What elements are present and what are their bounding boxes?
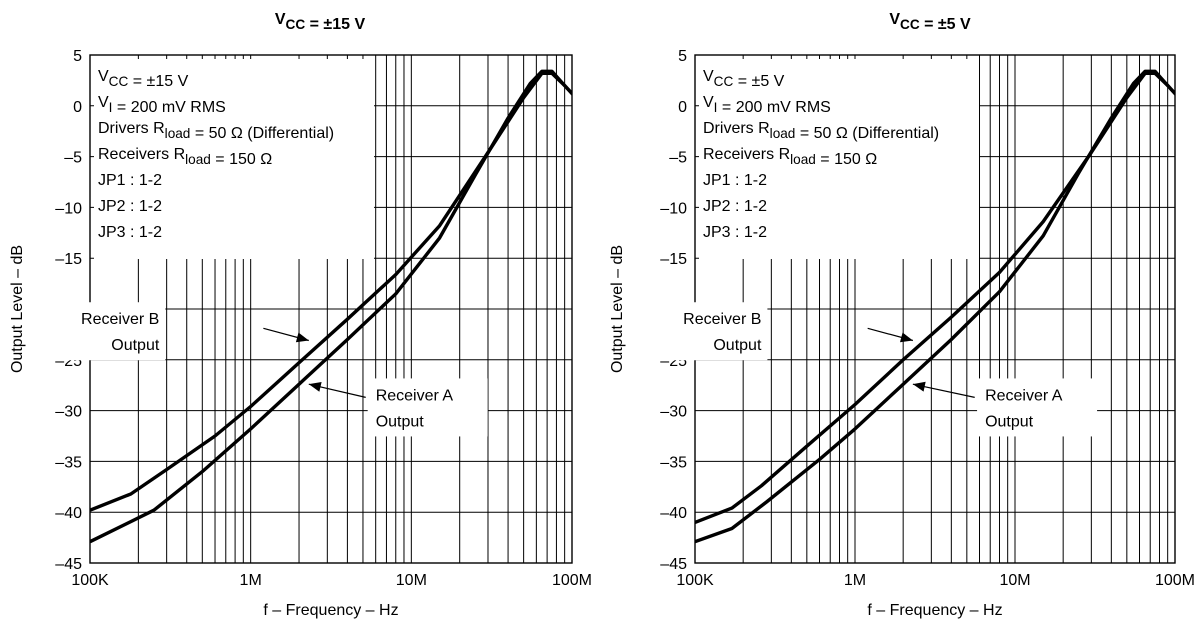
condition-line: VCC = ±5 V [703,68,785,90]
y-tick-label: 0 [73,99,82,116]
receiver-a-output-line [90,69,572,544]
callout-arrow-head [899,332,913,343]
chart-title: VCC = ±15 V [275,11,366,33]
callout-arrow-head [308,382,322,392]
y-tick-labels: 50–5–10–15–20–25–30–35–40–45 [660,48,687,573]
condition-line: Drivers Rload = 50 Ω (Differential) [98,120,334,142]
x-axis-label: f – Frequency – Hz [867,602,1002,619]
receiver-b-output-line [90,71,572,512]
y-tick-label: 5 [73,48,82,65]
y-tick-label: –5 [669,150,687,167]
x-tick-labels: 100K 1M 10M 100M [676,572,1195,589]
condition-line: JP1 : 1-2 [703,172,767,189]
condition-line: JP1 : 1-2 [98,172,162,189]
y-tick-label: –40 [660,505,687,522]
callout-background [45,302,166,361]
callout-label: Receiver B [81,311,159,328]
x-tick-label: 1M [844,572,866,589]
x-tick-label: 100M [1155,572,1195,589]
condition-line: JP3 : 1-2 [98,224,162,241]
x-tick-label: 100K [676,572,714,589]
y-tick-label: 0 [678,99,687,116]
y-tick-label: –5 [64,150,82,167]
callout-arrow-head [912,381,926,392]
chart-panel-vcc-15: VCC = ±15 V50–5–10–15–20–25–30–35–40–451… [0,0,598,626]
callout-background [367,378,488,437]
series-lines [90,69,572,544]
x-tick-label: 10M [396,572,427,589]
condition-line: VI = 200 mV RMS [703,94,831,116]
callout-label: Output [713,337,762,354]
series-lines [695,69,1175,544]
conditions-background [94,59,374,259]
y-tick-label: –45 [660,556,687,573]
x-tick-label: 100K [71,572,109,589]
y-tick-label: –15 [55,251,82,268]
y-tick-label: –35 [55,454,82,471]
series-callouts: Receiver B Output Receiver A Output [647,302,1098,437]
series-callouts: Receiver B Output Receiver A Output [45,302,488,437]
condition-line: VCC = ±15 V [98,68,189,90]
condition-line: JP2 : 1-2 [703,198,767,215]
chart-panel-vcc-5: VCC = ±5 V50–5–10–15–20–25–30–35–40–4510… [600,0,1197,626]
callout-background [647,302,768,361]
y-tick-label: 5 [678,48,687,65]
y-tick-label: –10 [55,200,82,217]
y-tick-label: –10 [660,200,687,217]
y-tick-label: –30 [55,404,82,421]
test-conditions: VCC = ±5 V VI = 200 mV RMS Drivers Rload =… [703,68,939,241]
x-tick-label: 100M [552,572,592,589]
y-tick-label: –45 [55,556,82,573]
test-conditions: VCC = ±15 V VI = 200 mV RMS Drivers Rload … [98,68,334,241]
annotation-backgrounds [94,59,374,259]
callout-background [977,378,1098,437]
callout-label: Output [376,413,425,430]
condition-line: Receivers Rload = 150 Ω [98,146,272,168]
y-tick-label: –35 [660,454,687,471]
callout-arrow-head [295,332,309,343]
x-tick-label: 1M [240,572,262,589]
y-axis-label: Output Level – dB [9,245,26,373]
receiver-b-output-line [695,71,1175,524]
callout-label: Receiver B [683,311,761,328]
callout-label: Output [985,413,1034,430]
condition-line: Receivers Rload = 150 Ω [703,146,877,168]
x-axis-label: f – Frequency – Hz [263,602,398,619]
annotation-backgrounds [699,59,979,259]
callout-label: Output [111,337,160,354]
callout-label: Receiver A [985,387,1063,404]
chart-title: VCC = ±5 V [889,11,971,33]
condition-line: Drivers Rload = 50 Ω (Differential) [703,120,939,142]
y-tick-label: –30 [660,404,687,421]
condition-line: JP2 : 1-2 [98,198,162,215]
condition-line: VI = 200 mV RMS [98,94,226,116]
chart-vcc-15: VCC = ±15 V50–5–10–15–20–25–30–35–40–451… [9,11,592,619]
y-axis-label: Output Level – dB [609,245,626,373]
condition-line: JP3 : 1-2 [703,224,767,241]
y-tick-label: –15 [660,251,687,268]
conditions-background [699,59,979,259]
x-tick-labels: 100K 1M 10M 100M [71,572,592,589]
chart-vcc-5: VCC = ±5 V50–5–10–15–20–25–30–35–40–4510… [609,11,1195,619]
receiver-a-output-line [695,69,1175,544]
callout-label: Receiver A [376,387,454,404]
x-tick-label: 10M [999,572,1030,589]
y-tick-label: –40 [55,505,82,522]
